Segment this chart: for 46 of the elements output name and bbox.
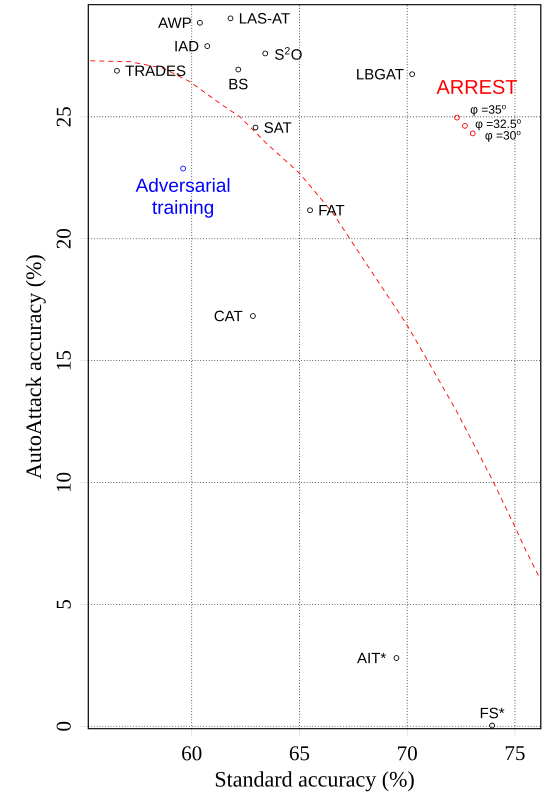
point [394, 655, 400, 661]
annotation: CAT [214, 310, 242, 322]
y-axis-title: AutoAttack accuracy (%) [26, 255, 46, 479]
annotation: φ =30$^{o}$ [485, 130, 520, 142]
point [235, 66, 242, 72]
annotation: IAD [175, 40, 198, 52]
point [197, 20, 203, 26]
series-label: ARREST [436, 80, 518, 94]
annotation: SAT [264, 122, 292, 133]
y-tick-label: 0 [56, 722, 71, 731]
line-series [90, 60, 541, 581]
annotation: S$^{2}$O [275, 47, 302, 60]
annotation: FAT [319, 205, 344, 216]
annotation: AWP [158, 18, 191, 28]
point [470, 130, 476, 136]
annotation: TRADES [125, 65, 186, 76]
point [228, 15, 234, 22]
y-tick-label: 10 [56, 472, 71, 492]
y-tick-label: 25 [56, 107, 71, 126]
point [454, 114, 460, 120]
point [114, 68, 120, 74]
x-tick-label: 65 [290, 746, 310, 760]
point [462, 123, 468, 129]
annotation: AIT* [357, 652, 386, 664]
point [250, 313, 256, 319]
annotation: LAS-AT [240, 13, 290, 24]
point [409, 71, 416, 78]
y-tick-label: 5 [56, 600, 71, 608]
annotation: φ =32.5$^{o}$ [476, 119, 521, 130]
point [307, 207, 313, 214]
y-tick-label: 20 [56, 229, 71, 248]
annotation: BS [229, 78, 248, 90]
point [204, 43, 210, 49]
x-axis-title: Standard accuracy (%) [216, 771, 414, 792]
x-tick-label: 70 [398, 746, 417, 760]
annotation: LBGAT [357, 68, 404, 80]
annotation: FS* [480, 708, 504, 718]
x-tick-label: 75 [506, 746, 525, 760]
y-tick-label: 15 [56, 350, 71, 370]
point [180, 166, 186, 172]
series-label: Adversarial training [136, 178, 230, 218]
x-tick-label: 60 [182, 746, 202, 760]
point [252, 124, 258, 130]
annotation: φ =35$^{o}$ [470, 104, 506, 116]
point [262, 50, 268, 56]
point [489, 722, 495, 728]
